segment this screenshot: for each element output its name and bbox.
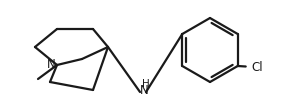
Text: N: N — [139, 85, 148, 97]
Text: N: N — [47, 59, 55, 71]
Text: H: H — [142, 79, 150, 89]
Text: Cl: Cl — [252, 60, 263, 74]
